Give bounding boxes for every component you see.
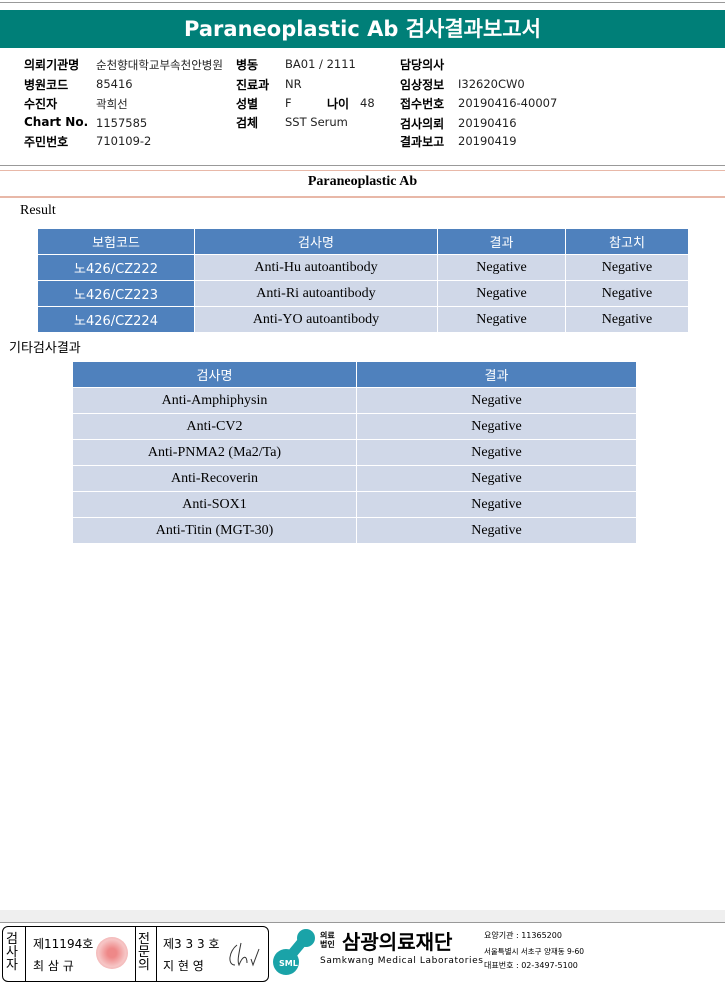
table-header: 보험코드 검사명 결과 참고치 [37, 228, 689, 255]
cell: Anti-Ri autoantibody [194, 280, 438, 307]
result-table: 보험코드 검사명 결과 참고치 노426/CZ222 Anti-Hu autoan… [37, 228, 689, 333]
hospital-label: 의뢰기관명 [24, 58, 80, 72]
specialist-number: 제3 3 3 호 [163, 937, 220, 951]
divider [0, 196, 725, 198]
cell: Anti-Amphiphysin [72, 387, 357, 414]
org-english-name: Samkwang Medical Laboratories [320, 956, 484, 966]
other-results-label: 기타검사결과 [9, 341, 81, 356]
top-border [0, 2, 725, 3]
cell: Anti-Recoverin [72, 465, 357, 492]
result-label: Result [20, 203, 56, 218]
column-header: 결과 [437, 228, 566, 255]
patient-value: 곽희선 [96, 97, 128, 111]
cell: Negative [437, 280, 566, 307]
column-header: 보험코드 [37, 228, 195, 255]
cell: Anti-YO autoantibody [194, 306, 438, 333]
dept-label: 진료과 [236, 78, 270, 92]
tester-number: 제11194호 [33, 937, 94, 951]
id-value: 710109-2 [96, 134, 152, 148]
address: 서울특별시 서초구 양재동 9-60 [484, 947, 585, 956]
logo-text: SML [279, 959, 298, 968]
tester-name: 최 삼 규 [33, 959, 74, 973]
cell: 노426/CZ224 [37, 306, 195, 333]
cell: Negative [356, 465, 637, 492]
cell: Anti-CV2 [72, 413, 357, 440]
accession-value: 20190416-40007 [458, 96, 558, 110]
cell: 노426/CZ223 [37, 280, 195, 307]
section-title: Paraneoplastic Ab [307, 174, 418, 189]
org-type: 의료법인 [320, 931, 335, 949]
care-number: 요양기관 : 11365200 [484, 931, 562, 940]
signature [229, 942, 260, 967]
column-header: 검사명 [72, 361, 357, 388]
column-header: 결과 [356, 361, 637, 388]
specimen-value: SST Serum [285, 115, 348, 129]
cell: Negative [565, 306, 689, 333]
column-header: 검사명 [194, 228, 438, 255]
table-row: Anti-SOX1 Negative [72, 491, 637, 518]
id-label: 주민번호 [24, 135, 69, 149]
report-value: 20190419 [458, 134, 517, 148]
cell: Negative [437, 306, 566, 333]
cell: Negative [356, 439, 637, 466]
seal-stamp [96, 937, 128, 969]
chart-value: 1157585 [96, 116, 148, 130]
footer-band [0, 910, 725, 923]
cell: Negative [565, 280, 689, 307]
sex-value: F [285, 96, 292, 110]
table-row: Anti-Titin (MGT-30) Negative [72, 517, 637, 544]
specialist-name: 지 현 영 [163, 959, 204, 973]
cell: Negative [565, 254, 689, 281]
table-row: Anti-Amphiphysin Negative [72, 387, 637, 414]
doctor-label: 담당의사 [400, 58, 445, 72]
accession-label: 접수번호 [400, 97, 445, 111]
cell: Negative [356, 491, 637, 518]
request-label: 검사의뢰 [400, 117, 445, 131]
cell: Anti-Hu autoantibody [194, 254, 438, 281]
age-value: 48 [360, 96, 375, 110]
table-row: 노426/CZ224 Anti-YO autoantibody Negative Ne… [37, 306, 689, 333]
cell: Anti-SOX1 [72, 491, 357, 518]
clinical-label: 임상정보 [400, 78, 445, 92]
cell: 노426/CZ222 [37, 254, 195, 281]
signature-box: 검사자 제11194호 최 삼 규 전문의 제3 3 3 호 지 현 영 [2, 926, 269, 982]
sex-label: 성별 [236, 97, 259, 111]
table-row: 노426/CZ222 Anti-Hu autoantibody Negative Ne… [37, 254, 689, 281]
cell: Anti-Titin (MGT-30) [72, 517, 357, 544]
sml-logo-icon: SML [273, 929, 315, 975]
divider [0, 165, 725, 166]
table-header: 검사명 결과 [72, 361, 637, 388]
age-label: 나이 [327, 97, 350, 111]
cell: Anti-PNMA2 (Ma2/Ta) [72, 439, 357, 466]
table-row: Anti-CV2 Negative [72, 413, 637, 440]
phone: 대표번호 : 02-3497-5100 [484, 961, 578, 970]
clinical-value: I32620CW0 [458, 77, 525, 91]
cell: Negative [437, 254, 566, 281]
cell: Negative [356, 387, 637, 414]
report-title: Paraneoplastic Ab 검사결과보고서 [0, 10, 725, 48]
table-row: Anti-PNMA2 (Ma2/Ta) Negative [72, 439, 637, 466]
table-row: 노426/CZ223 Anti-Ri autoantibody Negative Ne… [37, 280, 689, 307]
report-label: 결과보고 [400, 135, 445, 149]
request-value: 20190416 [458, 116, 517, 130]
specialist-label: 전문의 [138, 932, 150, 973]
org-name: 삼광의료재단 [342, 930, 453, 954]
tester-label: 검사자 [6, 932, 18, 973]
cell: Negative [356, 517, 637, 544]
column-header: 참고치 [565, 228, 689, 255]
ward-label: 병동 [236, 58, 259, 72]
code-label: 병원코드 [24, 78, 69, 92]
hospital-value: 순천향대학교부속천안병원 [96, 58, 223, 72]
patient-label: 수진자 [24, 97, 58, 111]
specimen-label: 검체 [236, 116, 259, 130]
table-row: Anti-Recoverin Negative [72, 465, 637, 492]
cell: Negative [356, 413, 637, 440]
chart-label: Chart No. [24, 115, 89, 129]
dept-value: NR [285, 77, 302, 91]
code-value: 85416 [96, 77, 133, 91]
other-results-table: 검사명 결과 Anti-Amphiphysin Negative Anti-CV2… [72, 361, 637, 544]
divider [0, 170, 725, 171]
ward-value: BA01 / 2111 [285, 57, 356, 71]
